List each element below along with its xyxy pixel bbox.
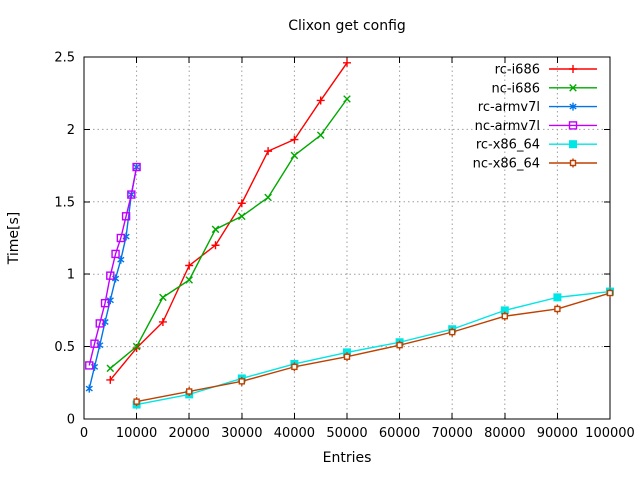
x-tick-label: 40000 bbox=[274, 426, 315, 441]
legend-label-rc-x86_64: rc-x86_64 bbox=[476, 138, 540, 153]
marker-open-square bbox=[116, 233, 126, 243]
marker-cross bbox=[159, 293, 167, 302]
marker-cross bbox=[185, 276, 193, 284]
x-tick-label: 100000 bbox=[585, 426, 635, 441]
marker-filled-square bbox=[553, 293, 562, 302]
series-line-rc-i686 bbox=[109, 62, 348, 381]
marker-open-square bbox=[121, 212, 131, 221]
marker-open-square bbox=[132, 162, 141, 172]
marker-open-square bbox=[568, 121, 578, 130]
marker-open-square bbox=[111, 249, 120, 259]
y-axis-title: Time[s] bbox=[6, 211, 22, 265]
marker-plus bbox=[316, 96, 325, 105]
marker-cross bbox=[343, 95, 351, 103]
x-tick-label: 10000 bbox=[116, 426, 157, 441]
marker-plus bbox=[569, 65, 577, 73]
series-line-rc-armv7l bbox=[88, 166, 138, 389]
marker-filled-square bbox=[569, 140, 577, 149]
marker-open-square bbox=[90, 339, 99, 348]
x-tick-label: 30000 bbox=[221, 426, 262, 441]
series-line-nc-i686 bbox=[109, 98, 348, 369]
marker-cross bbox=[316, 131, 325, 139]
marker-square-plus bbox=[606, 289, 614, 297]
marker-filled-square bbox=[500, 306, 509, 315]
marker-cross bbox=[569, 84, 577, 92]
marker-plus bbox=[106, 375, 115, 384]
x-tick-label: 80000 bbox=[484, 426, 525, 441]
marker-square-plus bbox=[291, 363, 298, 371]
marker-square-plus bbox=[449, 328, 456, 336]
marker-cross bbox=[106, 364, 115, 373]
marker-open-square bbox=[100, 298, 110, 308]
x-tick-label: 50000 bbox=[326, 426, 367, 441]
x-tick-label: 20000 bbox=[169, 426, 210, 441]
legend-label-rc-armv7l: rc-armv7l bbox=[478, 100, 540, 115]
marker-asterisk bbox=[85, 384, 93, 393]
marker-square-plus bbox=[133, 398, 140, 405]
y-tick-label: 2 bbox=[67, 123, 75, 138]
marker-plus bbox=[185, 261, 194, 270]
marker-asterisk bbox=[569, 102, 577, 111]
marker-cross bbox=[290, 151, 299, 160]
legend-label-rc-i686: rc-i686 bbox=[495, 63, 540, 78]
marker-plus bbox=[264, 147, 273, 156]
marker-plus bbox=[290, 135, 299, 144]
y-tick-label: 0.5 bbox=[54, 340, 75, 355]
marker-cross bbox=[211, 225, 220, 234]
y-tick-label: 1.5 bbox=[54, 195, 75, 210]
marker-cross bbox=[238, 212, 246, 221]
x-axis-title: Entries bbox=[322, 450, 372, 466]
legend-label-nc-armv7l: nc-armv7l bbox=[475, 119, 540, 134]
marker-open-square bbox=[106, 271, 115, 280]
y-tick-label: 2.5 bbox=[54, 51, 75, 66]
x-tick-label: 90000 bbox=[537, 426, 578, 441]
marker-square-plus bbox=[554, 305, 561, 313]
marker-cross bbox=[132, 342, 141, 351]
marker-open-square bbox=[95, 319, 104, 328]
y-tick-label: 0 bbox=[67, 413, 75, 428]
legend-label-nc-x86_64: nc-x86_64 bbox=[473, 157, 540, 172]
marker-square-plus bbox=[343, 353, 351, 360]
marker-square-plus bbox=[185, 388, 193, 395]
x-tick-label: 60000 bbox=[379, 426, 420, 441]
x-tick-label: 70000 bbox=[432, 426, 473, 441]
series-line-nc-armv7l bbox=[88, 166, 138, 366]
marker-plus bbox=[237, 199, 246, 208]
marker-square-plus bbox=[501, 312, 508, 320]
legend-label-nc-i686: nc-i686 bbox=[491, 81, 540, 96]
marker-square-plus bbox=[569, 159, 577, 167]
chart-title: Clixon get config bbox=[288, 18, 406, 34]
marker-plus bbox=[158, 317, 167, 326]
marker-open-square bbox=[127, 190, 136, 199]
x-tick-label: 0 bbox=[80, 426, 88, 441]
y-tick-label: 1 bbox=[67, 268, 75, 283]
marker-plus bbox=[343, 58, 351, 67]
marker-open-square bbox=[85, 361, 94, 370]
series-line-nc-x86_64 bbox=[136, 292, 611, 403]
marker-square-plus bbox=[396, 341, 403, 349]
marker-square-plus bbox=[238, 378, 246, 385]
marker-plus bbox=[211, 241, 220, 250]
marker-cross bbox=[264, 193, 272, 202]
